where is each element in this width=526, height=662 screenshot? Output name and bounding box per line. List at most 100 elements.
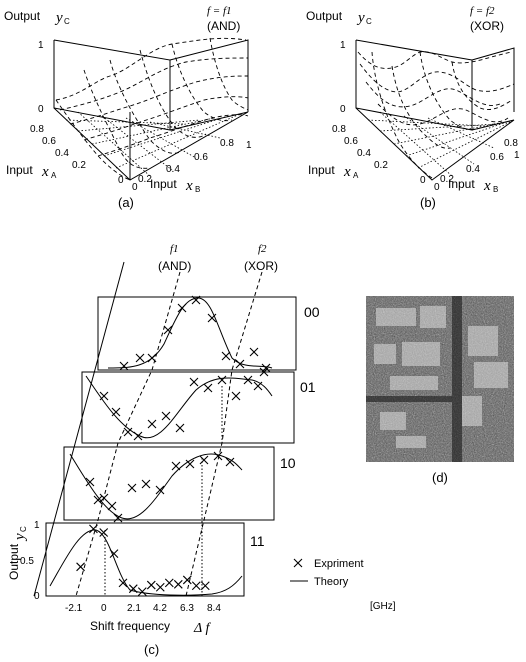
theory-curve-00 [107, 297, 273, 369]
xa-tick: 0.4 [55, 148, 69, 159]
experiment-point-10 [155, 485, 165, 495]
oblique-axis [33, 261, 125, 597]
experiment-point-10 [113, 513, 123, 523]
xa-sub: A [353, 171, 359, 180]
experiment-point-01 [133, 431, 143, 441]
xb-tick: 0.2 [440, 174, 454, 185]
row-box-11 [45, 522, 245, 597]
xa-tick: 0 [420, 175, 426, 186]
experiment-point-01 [231, 391, 241, 401]
xa-tick: 0.8 [332, 124, 346, 135]
experiment-point-11 [164, 578, 174, 588]
xb-var: x [483, 178, 491, 194]
legend-marker-experiment [293, 558, 303, 568]
experiment-point-11 [128, 584, 138, 594]
experiment-point-10 [99, 493, 109, 503]
caption-d: (d) [432, 470, 448, 485]
experiment-point-11 [173, 579, 183, 589]
xb-tick: 0.4 [166, 164, 180, 175]
x-tick: 2.1 [127, 603, 141, 614]
surface-mesh [55, 37, 249, 181]
y-tick: 0.5 [20, 556, 34, 567]
f2-label: f2 [258, 243, 267, 255]
output-sub: C [64, 17, 70, 26]
f2-gate: (XOR) [244, 259, 278, 273]
experiment-point-11 [76, 562, 85, 572]
z-tick: 0 [340, 104, 346, 115]
output-var: y [54, 10, 63, 26]
f1-line [75, 271, 181, 597]
xa-tick: 0.4 [357, 148, 371, 159]
experiment-point-11 [89, 524, 98, 534]
experiment-point-01 [253, 381, 263, 391]
experiment-point-00 [207, 313, 217, 323]
caption-a: (a) [118, 195, 134, 210]
gate-label: (AND) [207, 19, 240, 33]
caption-c: (c) [144, 642, 159, 657]
x-tick: 4.2 [153, 603, 167, 614]
experiment-markers [76, 295, 271, 597]
f1-label: f1 [170, 243, 179, 255]
xb-tick: 0.8 [220, 138, 234, 149]
y-tick: 1 [34, 520, 40, 531]
f1-gate: (AND) [158, 259, 191, 273]
xb-tick: 0 [434, 182, 440, 193]
experiment-point-11 [200, 581, 210, 591]
experiment-point-01 [259, 367, 269, 377]
row-label-01: 01 [300, 379, 316, 395]
caption-b: (b) [420, 195, 436, 210]
experiment-point-01 [111, 407, 121, 417]
experiment-point-10 [199, 455, 209, 465]
output-var: y [356, 10, 365, 26]
experiment-point-01 [189, 377, 199, 387]
y-tick: 0 [34, 591, 40, 602]
f-label: f = f1 [207, 5, 232, 17]
xb-var: x [185, 178, 193, 194]
experiment-point-00 [163, 325, 173, 335]
xb-label: Input [150, 177, 177, 191]
y-axis-sub: C [19, 526, 28, 532]
experiment-point-01 [161, 411, 171, 421]
xa-tick: 0.2 [374, 160, 388, 171]
panel-a: Output y C f = f1 (AND) 1 0 [4, 5, 252, 210]
y-axis-var: y [12, 533, 28, 542]
experiment-point-01 [99, 391, 109, 401]
f-label: f = f2 [470, 5, 495, 17]
xb-tick: 0.6 [194, 152, 208, 163]
experiment-point-01 [243, 375, 253, 385]
output-sub: C [366, 17, 372, 26]
xb-tick: 0.8 [504, 138, 518, 149]
xb-sub: B [493, 185, 498, 194]
z-tick: 1 [340, 40, 346, 51]
experiment-point-00 [221, 351, 231, 361]
experiment-point-00 [119, 361, 129, 371]
row-box-10 [63, 446, 275, 521]
output-label: Output [306, 9, 343, 23]
experiment-point-00 [191, 295, 201, 305]
legend-experiment: Expriment [314, 558, 364, 570]
experiment-point-01 [123, 427, 133, 437]
experiment-point-11 [118, 578, 128, 588]
experiment-point-11 [191, 581, 201, 591]
experiment-point-11 [182, 575, 192, 585]
z-tick: 0 [38, 104, 44, 115]
panel-b: Output y C f = f2 (XOR) 1 0 0.8 [306, 5, 520, 210]
experiment-point-01 [147, 419, 157, 429]
x-tick: 6.3 [180, 603, 194, 614]
experiment-point-10 [185, 459, 195, 469]
microscope-image-dark [366, 296, 462, 462]
experiment-point-11 [109, 549, 119, 559]
legend: Expriment Theory [290, 558, 364, 588]
legend-theory: Theory [314, 576, 349, 588]
experiment-point-10 [93, 495, 103, 505]
x-tick: 8.4 [207, 603, 221, 614]
surface-mesh [357, 51, 515, 179]
experiment-point-11 [155, 582, 165, 592]
xb-tick: 0.6 [490, 152, 504, 163]
xb-sub: B [195, 185, 200, 194]
xb-tick: 0.2 [138, 174, 152, 185]
base-grid [65, 111, 241, 177]
experiment-point-10 [85, 477, 95, 487]
experiment-point-10 [171, 461, 181, 471]
